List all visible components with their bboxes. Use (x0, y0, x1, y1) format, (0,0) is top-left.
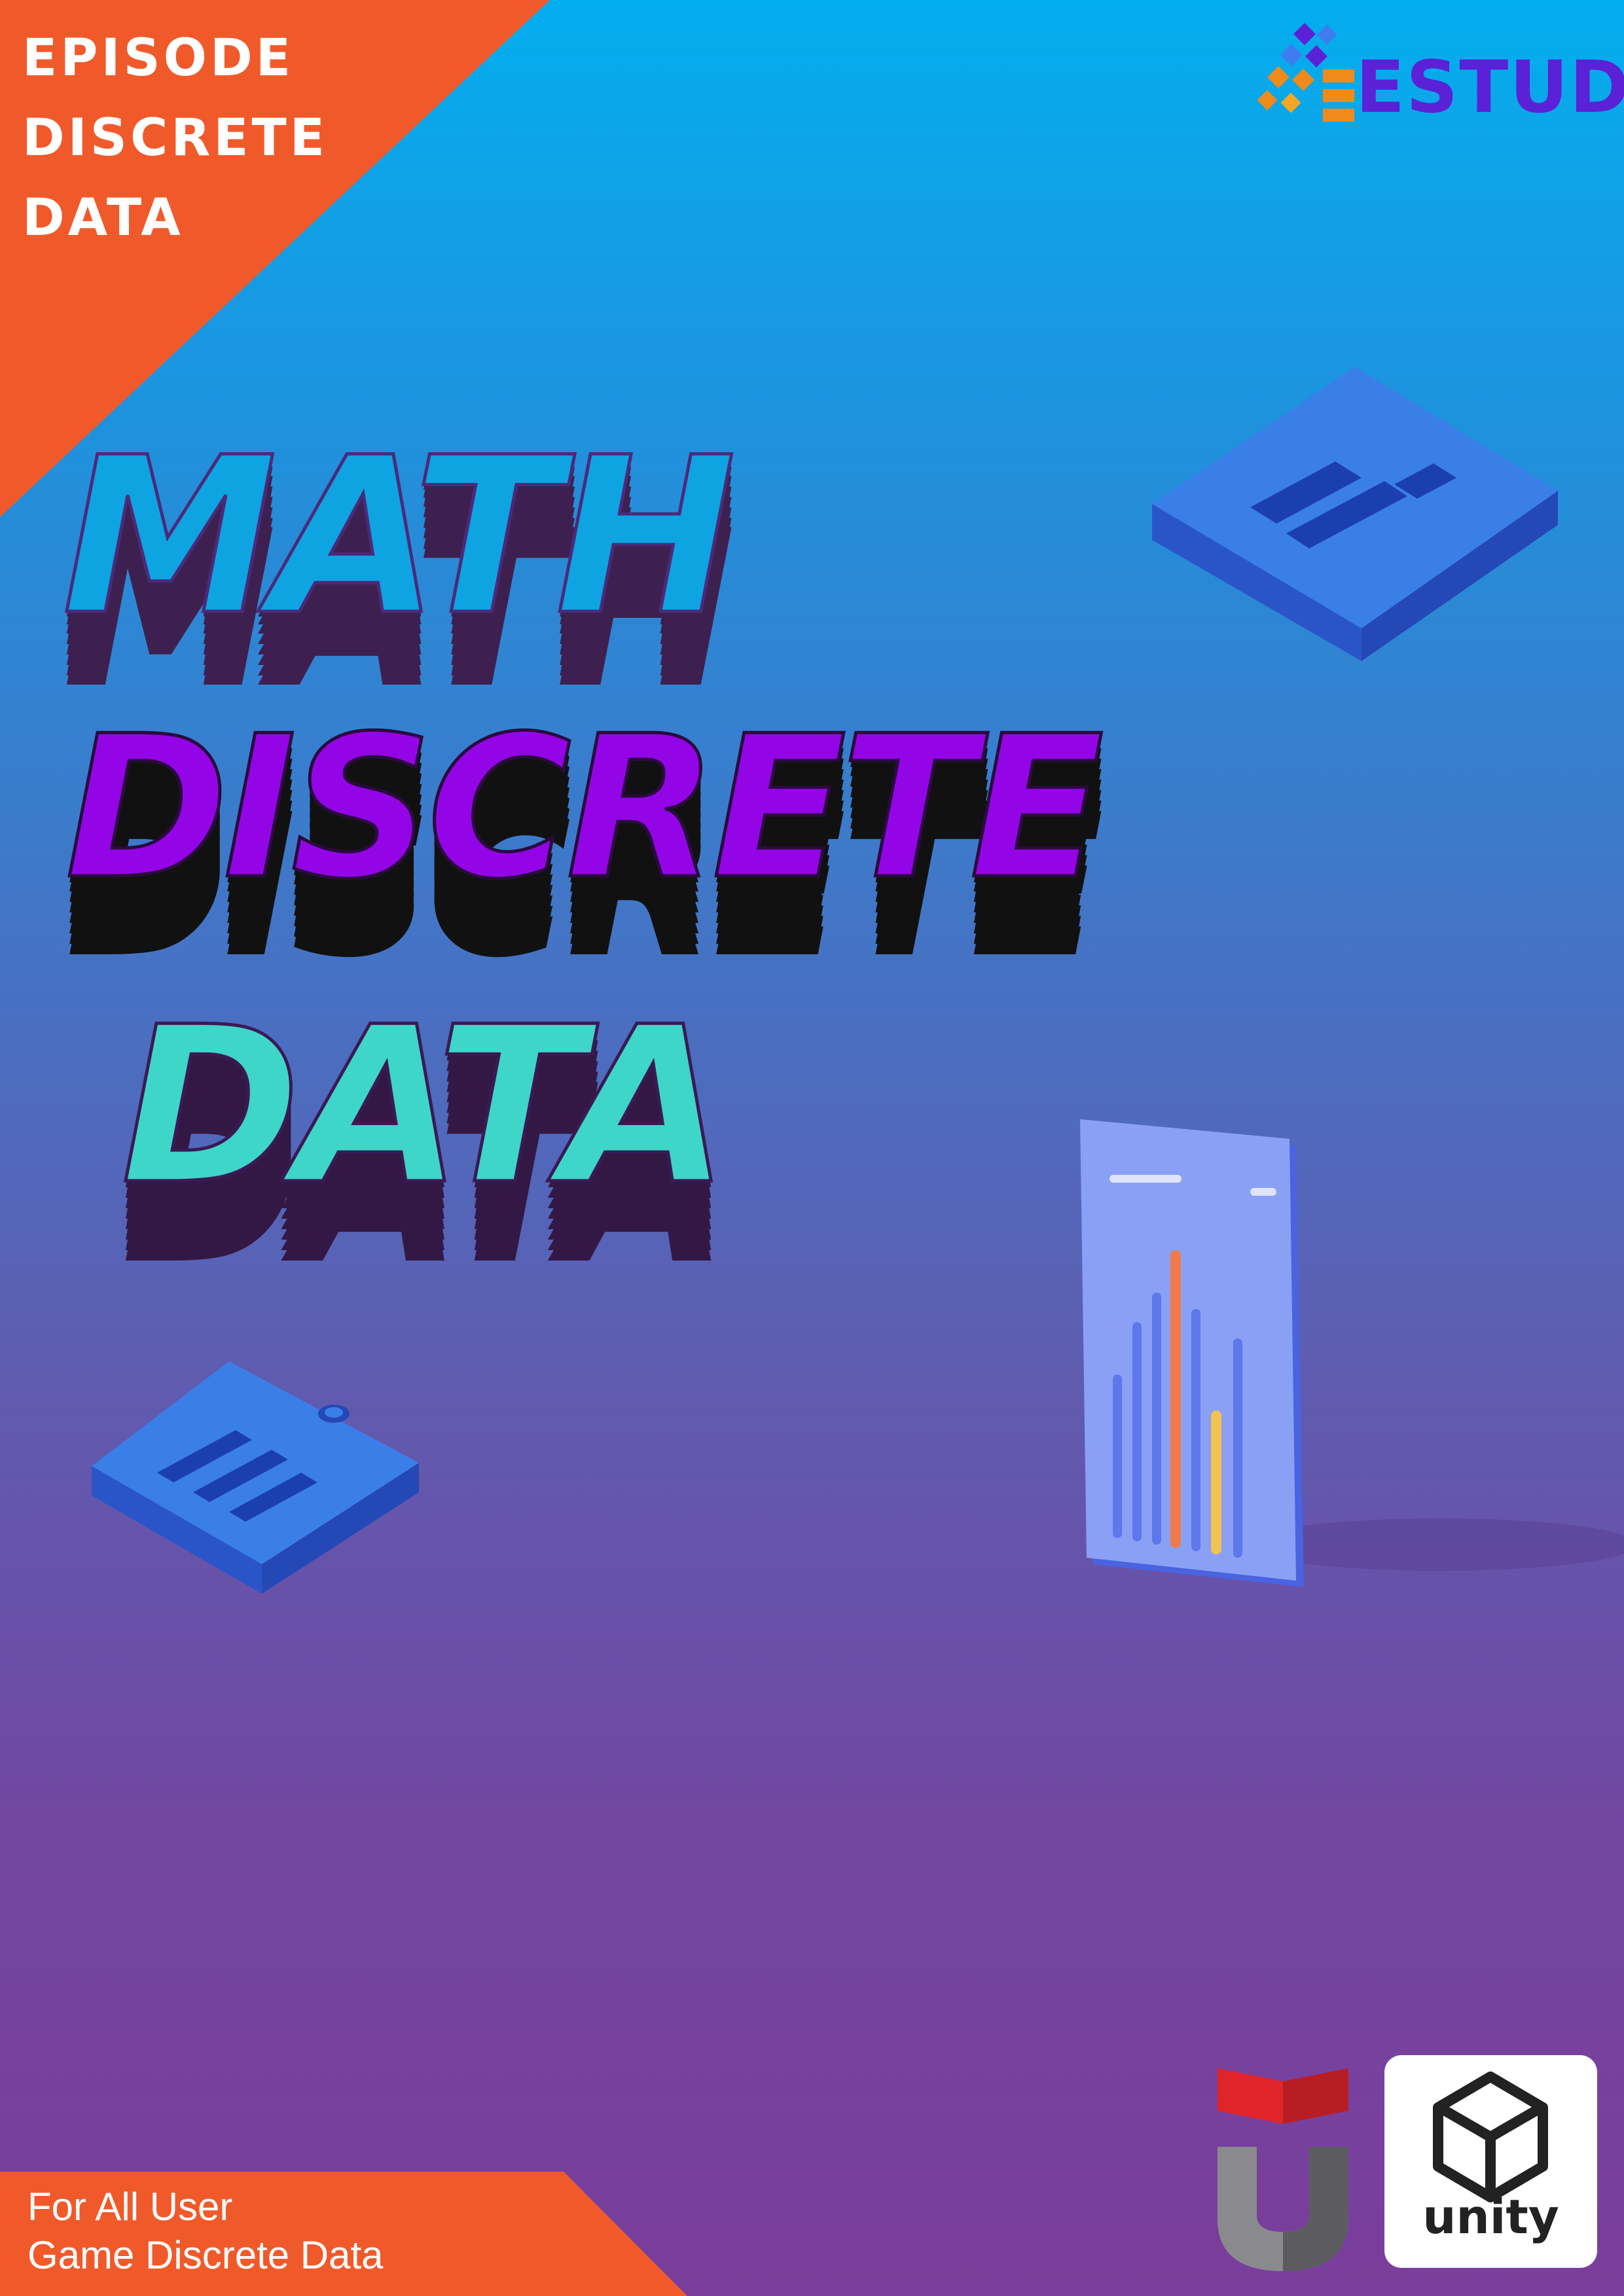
university-u-logo (1218, 2068, 1348, 2271)
title-math: MATH (61, 411, 738, 662)
cube-grid-icon (1257, 23, 1354, 122)
footer-line-2: Game Discrete Data (27, 2233, 384, 2277)
list-tile-icon (1152, 367, 1558, 661)
brand-name: ESTUDY (1356, 45, 1624, 129)
unity-wordmark: unity (1422, 2189, 1559, 2244)
episode-line-1: EPISODE (22, 29, 294, 88)
title-discrete: DISCRETE (63, 694, 1105, 922)
clipboard-tile-icon (92, 1361, 419, 1594)
unity-logo-card: unity (1384, 2055, 1597, 2268)
unity-cube-icon (1433, 2072, 1548, 2202)
title-data: DATA (120, 980, 731, 1232)
footer-line-1: For All User (27, 2185, 233, 2229)
episode-line-2: DISCRETE (22, 109, 329, 168)
footer-text: For All User Game Discrete Data (27, 2183, 384, 2280)
episode-label: EPISODE DISCRETE DATA (22, 18, 328, 258)
bar-chart-phone-icon (1080, 1119, 1624, 1587)
estudy-logo: ESTUDY (1257, 20, 1624, 131)
episode-line-3: DATA (22, 188, 184, 247)
footer-corner-banner (0, 2172, 687, 2296)
